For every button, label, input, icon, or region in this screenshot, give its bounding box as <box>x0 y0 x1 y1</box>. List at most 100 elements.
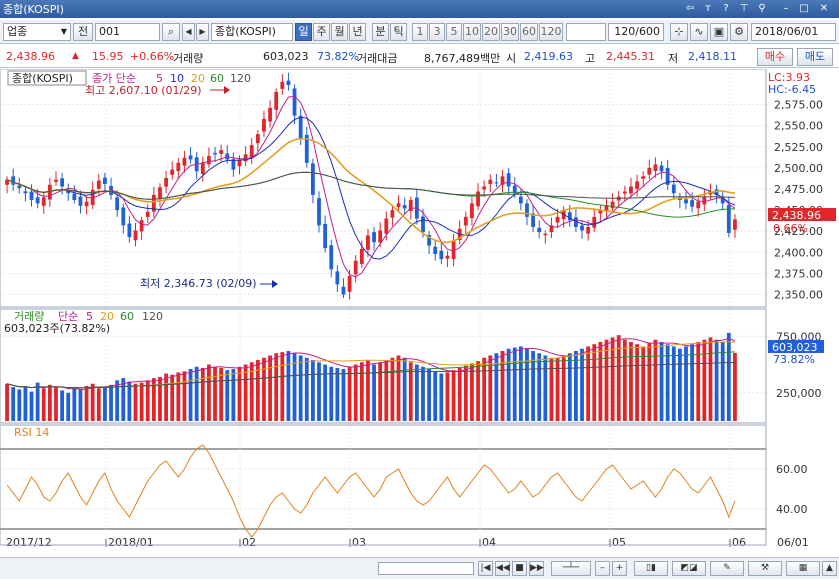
candle <box>482 186 487 190</box>
candle <box>23 191 28 194</box>
interval-10-button[interactable]: 10 <box>463 23 481 41</box>
rsi-tick-label: 60.00 <box>776 463 808 476</box>
volume-bar <box>310 360 315 421</box>
volume-bar <box>317 362 321 421</box>
name-tag: 종합(KOSPI) <box>12 72 73 85</box>
volume-bar <box>200 367 205 421</box>
indicator-button[interactable]: ∿ <box>690 23 708 41</box>
custom-interval-input[interactable] <box>566 23 606 41</box>
minimize-icon[interactable]: – <box>783 3 789 14</box>
candle <box>323 223 328 249</box>
volume-bar <box>592 344 597 421</box>
volume-bar <box>427 369 432 421</box>
stop-button[interactable]: ■ <box>512 561 527 576</box>
scrollbar[interactable] <box>378 562 474 575</box>
compare-button[interactable]: ◩◪ <box>672 561 706 576</box>
candle <box>341 286 346 295</box>
candle <box>274 91 279 110</box>
candle <box>408 199 413 212</box>
candle <box>372 232 376 243</box>
volume-bar <box>610 337 615 421</box>
interval-60-button[interactable]: 60 <box>520 23 538 41</box>
pin2-icon[interactable]: ⊤ <box>739 3 749 14</box>
chart-area[interactable]: 2,575.00 2,550.00 2,525.00 2,500.00 2,475.00… <box>0 68 839 549</box>
close-icon[interactable]: ✕ <box>819 3 829 14</box>
low-value: 2,418.11 <box>688 50 737 63</box>
first-button[interactable]: |◀ <box>478 561 493 576</box>
volume-bar <box>378 362 383 421</box>
volume-bar <box>341 369 346 421</box>
search-button[interactable]: ⌕ <box>162 23 180 41</box>
price-tick-label: 2,350.00 <box>774 289 823 302</box>
time-tick-label: 2017/12 <box>6 536 52 547</box>
time-tick-label: 06/01 <box>777 536 809 547</box>
last-price: 2,438.96 <box>772 209 821 222</box>
high-note: 최고 2,607.10 (01/29) <box>85 84 202 97</box>
chart-type-button[interactable]: ▯▮ <box>634 561 668 576</box>
period-year-button[interactable]: 년 <box>349 23 366 41</box>
prev-item-button[interactable]: ◀ <box>182 23 195 41</box>
interval-30-button[interactable]: 30 <box>501 23 519 41</box>
interval-3-button[interactable]: 3 <box>429 23 445 41</box>
chart-svg[interactable]: 2,575.00 2,550.00 2,525.00 2,500.00 2,475.00… <box>0 68 839 549</box>
zoom-out-button[interactable]: – <box>595 561 610 576</box>
last-volume: 603,023 <box>772 341 818 354</box>
name-field[interactable]: 종합(KOSPI) <box>211 23 293 41</box>
settings-button[interactable]: ⚙ <box>730 23 748 41</box>
layout-button[interactable]: ▦ <box>786 561 820 576</box>
period-minute-button[interactable]: 분 <box>372 23 389 41</box>
forward-button[interactable]: ▶▶ <box>529 561 544 576</box>
ma-5-label: 5 <box>156 72 163 85</box>
help-icon[interactable]: ? <box>723 3 729 14</box>
lock-icon[interactable]: ⚲ <box>758 3 766 14</box>
volume-bar <box>549 357 554 421</box>
candle <box>512 185 517 194</box>
sell-button[interactable]: 매도 <box>797 48 833 66</box>
volume-bar <box>35 382 40 421</box>
more-button[interactable]: ▲ <box>822 561 837 576</box>
gear-icon: ⚙ <box>734 25 744 38</box>
volume-bars <box>5 332 737 421</box>
period-week-button[interactable]: 주 <box>313 23 330 41</box>
interval-120-button[interactable]: 120 <box>539 23 563 41</box>
market-select[interactable]: 업종 ▼ <box>3 23 71 41</box>
volume-bar <box>396 355 401 421</box>
interval-1-button[interactable]: 1 <box>412 23 428 41</box>
ma10-line <box>6 116 736 260</box>
prev-button[interactable]: 전 <box>73 23 93 41</box>
ma120-line <box>6 171 735 200</box>
interval-20-button[interactable]: 20 <box>482 23 500 41</box>
period-tick-button[interactable]: 틱 <box>390 23 407 41</box>
back-button[interactable]: ◀◀ <box>495 561 510 576</box>
candle <box>35 197 40 204</box>
date-field[interactable]: 2018/06/01 <box>751 23 836 41</box>
buy-button[interactable]: 매수 <box>757 48 793 66</box>
interval-5-button[interactable]: 5 <box>446 23 462 41</box>
drawing-button[interactable]: ✎ <box>710 561 744 576</box>
change-value: 15.95 <box>92 50 124 63</box>
zoom-in-button[interactable]: + <box>612 561 627 576</box>
volume-bar <box>702 339 707 421</box>
volume-bar <box>586 346 591 421</box>
next-item-button[interactable]: ▶ <box>196 23 209 41</box>
zoom-slider[interactable]: ─┴─ <box>551 561 591 576</box>
code-input[interactable]: 001 <box>95 23 160 41</box>
volume-tick-label: 250,000 <box>776 387 822 400</box>
candle <box>696 201 701 209</box>
save-button[interactable]: ▣ <box>710 23 728 41</box>
candle <box>635 181 639 189</box>
tools-button[interactable]: ⚒ <box>748 561 782 576</box>
candle <box>78 196 83 206</box>
back-icon[interactable]: ⇦ <box>685 3 695 14</box>
pin-icon[interactable]: ᴛ <box>705 3 711 14</box>
maximize-icon[interactable]: □ <box>799 3 809 14</box>
period-day-button[interactable]: 일 <box>295 23 312 41</box>
price-tick-label: 2,500.00 <box>774 162 823 175</box>
count-field[interactable]: 120/600 <box>608 23 664 41</box>
candle <box>219 150 224 154</box>
candle <box>268 107 272 122</box>
amount-value: 8,767,489백만 <box>424 52 501 65</box>
period-month-button[interactable]: 월 <box>331 23 348 41</box>
volume-label: 거래량 <box>173 52 204 65</box>
drawing-tool-button[interactable]: ⊹ <box>670 23 688 41</box>
